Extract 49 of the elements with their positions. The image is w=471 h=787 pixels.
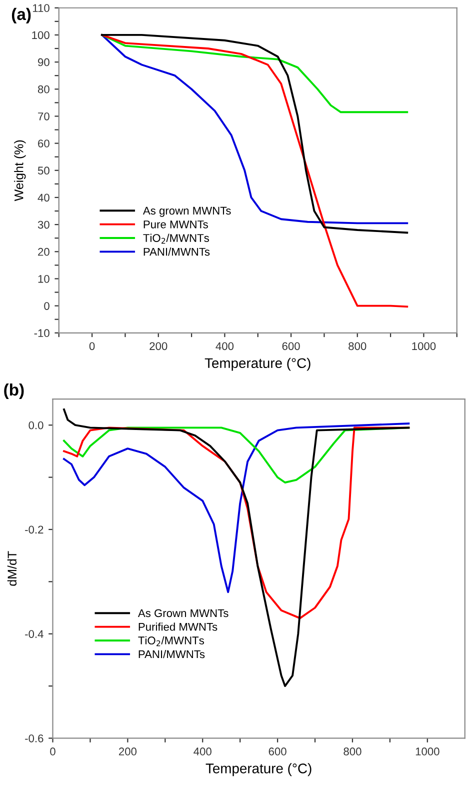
- y-tick-label: 90: [38, 58, 50, 66]
- x-tick-label: 600: [282, 342, 300, 350]
- line-series: [63, 408, 410, 687]
- legend-label: As grown MWNTs: [142, 206, 231, 217]
- x-tick-label: 0: [89, 342, 95, 350]
- legend-label: PANI/MWNTs: [138, 650, 205, 658]
- y-tick-label: 40: [38, 194, 50, 202]
- y-tick-label: 20: [38, 248, 50, 256]
- y-tick-label: -0.2: [25, 526, 44, 534]
- x-tick-label: 400: [216, 342, 234, 350]
- x-tick-label: 600: [268, 748, 286, 756]
- y-tick-label: 60: [38, 140, 50, 148]
- y-tick-label: 100: [32, 31, 50, 40]
- y-tick-label: 80: [38, 85, 50, 94]
- x-tick-label: 800: [348, 342, 366, 350]
- y-tick-label: -0.6: [25, 734, 44, 742]
- y-tick-label: 10: [38, 274, 50, 283]
- y-tick-label: -0.4: [25, 630, 44, 638]
- y-axis-title: dM/dT: [7, 551, 17, 586]
- legend-label: Purified MWNTs: [138, 622, 218, 631]
- x-tick-label: 0: [50, 748, 56, 756]
- y-tick-label: 0: [44, 302, 50, 310]
- y-axis-title: Weight (%): [14, 140, 26, 202]
- x-axis-title: Temperature (°C): [204, 358, 310, 371]
- x-axis-title: Temperature (°C): [206, 763, 312, 776]
- y-tick-label: 50: [38, 166, 50, 175]
- text: (a): [12, 8, 31, 24]
- x-tick-label: 200: [150, 342, 168, 350]
- y-tick-label: 70: [38, 112, 50, 120]
- legend-label: TiO$_{2}$/MWNTs: [143, 234, 209, 244]
- line-series: [63, 422, 410, 594]
- legend-label: As Grown MWNTs: [138, 609, 228, 618]
- y-tick-label: 110: [32, 4, 50, 12]
- y-tick-label: 0.0: [28, 421, 44, 430]
- x-tick-label: 1000: [412, 342, 436, 350]
- line-series: [101, 34, 408, 114]
- x-tick-label: 1000: [416, 748, 440, 756]
- x-tick-label: 800: [344, 748, 362, 756]
- line-series: [63, 426, 410, 620]
- legend-label: PANI/MWNTs: [144, 248, 210, 256]
- line-series: [63, 426, 410, 484]
- legend-label: Pure MWNTs: [144, 220, 208, 228]
- line-series: [101, 34, 408, 308]
- legend-label: TiO$_{2}$/MWNTs: [138, 636, 204, 646]
- text: (b): [4, 383, 24, 400]
- x-tick-label: 400: [194, 748, 212, 756]
- y-tick-label: -10: [34, 329, 50, 338]
- x-tick-label: 200: [118, 748, 137, 756]
- y-tick-label: 30: [38, 220, 50, 229]
